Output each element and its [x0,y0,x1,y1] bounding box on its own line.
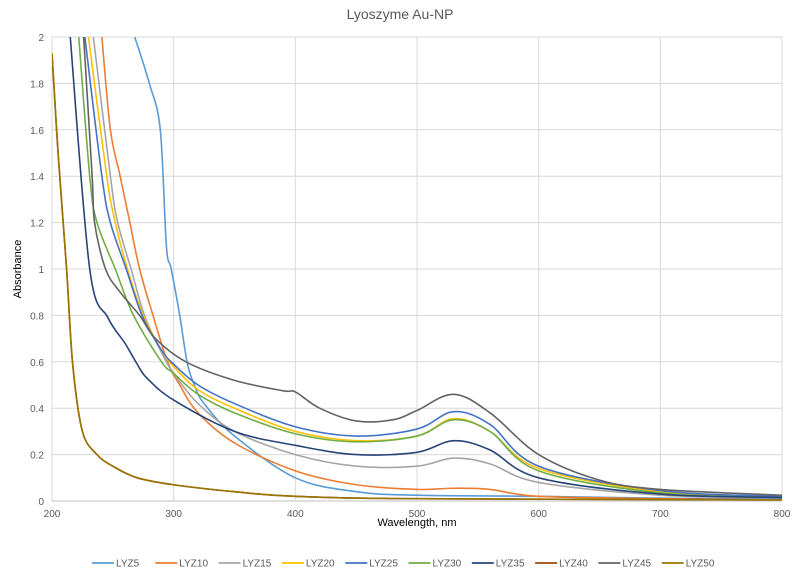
y-axis-ticks: 0 0.2 0.4 0.6 0.8 1 1.2 1.4 1.6 1.8 2 [30,33,44,508]
x-axis-ticks: 200 300 400 500 600 700 800 [44,509,791,520]
y-tick-label: 0.2 [30,451,44,462]
series-line-lyz25 [84,37,782,498]
legend-item-lyz30: LYZ30 [408,559,462,570]
series-line-lyz10 [101,37,782,501]
legend-item-lyz45: LYZ45 [598,559,652,570]
x-tick-label: 400 [287,509,304,520]
y-tick-label: 1.4 [30,172,44,183]
legend-label: LYZ35 [496,559,525,570]
x-tick-label: 600 [530,509,547,520]
y-tick-label: 1.8 [30,79,44,90]
legend-item-lyz50: LYZ50 [661,559,715,570]
series-line-lyz20 [87,37,782,498]
y-tick-label: 1.6 [30,126,44,137]
legend-label: LYZ30 [433,559,462,570]
legend-item-lyz15: LYZ15 [218,559,272,570]
series-line-lyz35 [69,37,782,499]
legend-label: LYZ45 [622,559,651,570]
legend-item-lyz20: LYZ20 [281,559,335,570]
x-axis-label: Wavelength, nm [377,517,456,529]
x-tick-label: 800 [774,509,791,520]
x-tick-label: 500 [409,509,426,520]
legend-label: LYZ15 [243,559,272,570]
legend-label: LYZ20 [306,559,335,570]
legend-label: LYZ25 [369,559,398,570]
chart-title: Lyoszyme Au-NP [347,6,454,22]
legend-item-lyz10: LYZ10 [155,559,208,570]
y-tick-label: 0 [38,497,44,508]
series-lines [52,37,782,501]
series-line-lyz45 [82,37,782,496]
legend-item-lyz5: LYZ5 [92,559,140,570]
y-tick-label: 2 [38,33,44,44]
x-tick-label: 700 [652,509,669,520]
y-tick-label: 1 [38,265,44,276]
gridlines [51,36,783,502]
y-axis-label: Absorbance [12,240,24,299]
legend-label: LYZ5 [116,559,140,570]
y-tick-label: 0.4 [30,404,44,415]
legend-label: LYZ50 [686,559,715,570]
series-line-lyz30 [77,37,782,499]
y-tick-label: 1.2 [30,219,44,230]
y-tick-label: 0.6 [30,358,44,369]
x-tick-label: 300 [165,509,182,520]
legend: LYZ5 LYZ10 LYZ15 LYZ20 LYZ25 LYZ30 LYZ35 LYZ40 L… [92,559,715,570]
legend-item-lyz35: LYZ35 [471,559,525,570]
series-line-lyz50 [52,53,782,501]
legend-label: LYZ40 [559,559,588,570]
legend-item-lyz40: LYZ40 [535,559,588,570]
legend-label: LYZ10 [179,559,208,570]
x-tick-label: 200 [44,509,61,520]
y-tick-label: 0.8 [30,311,44,322]
series-line-lyz15 [92,37,782,499]
legend-item-lyz25: LYZ25 [345,559,398,570]
